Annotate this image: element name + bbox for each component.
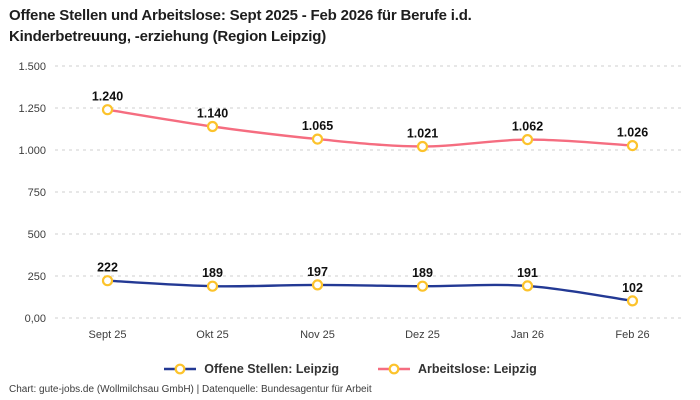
data-point-label: 1.240: [92, 90, 123, 104]
data-point-label: 1.026: [617, 126, 648, 140]
data-point-label: 1.140: [197, 107, 228, 121]
legend-label: Offene Stellen: Leipzig: [204, 362, 339, 376]
y-tick-label: 1.500: [18, 61, 46, 73]
y-tick-label: 1.000: [18, 145, 46, 157]
y-tick-label: 750: [28, 187, 46, 199]
data-point-label: 1.062: [512, 120, 543, 134]
chart-legend: Offene Stellen: Leipzig Arbeitslose: Lei…: [0, 357, 700, 381]
legend-item-arbeitslose[interactable]: Arbeitslose: Leipzig: [377, 362, 537, 376]
line-chart-plot-area: 0,00 250 500 750 1.000 1.250 1.500 Sept 25 Okt 2…: [18, 61, 685, 341]
x-tick-label: Jan 26: [511, 329, 544, 341]
series-line-offene: [106, 279, 634, 303]
legend-item-offene-stellen[interactable]: Offene Stellen: Leipzig: [163, 362, 339, 376]
data-point-marker[interactable]: [101, 275, 114, 287]
x-tick-label: Nov 25: [300, 329, 335, 341]
data-point-marker[interactable]: [626, 139, 639, 152]
attribution-text: Chart: gute-jobs.de (Wollmilchsau GmbH) …: [9, 384, 372, 395]
data-point-label: 1.021: [407, 127, 438, 141]
x-tick-label: Okt 25: [196, 329, 228, 341]
y-tick-label: 1.250: [18, 103, 46, 115]
data-point-marker[interactable]: [521, 133, 534, 146]
data-point-marker[interactable]: [206, 280, 219, 292]
data-point-label: 197: [307, 265, 328, 279]
x-tick-label: Dez 25: [405, 329, 440, 341]
data-point-label: 1.065: [302, 119, 333, 133]
x-tick-label: Sept 25: [89, 329, 127, 341]
legend-label: Arbeitslose: Leipzig: [417, 362, 537, 376]
data-point-marker[interactable]: [521, 280, 534, 292]
data-point-marker[interactable]: [416, 140, 429, 153]
data-point-marker[interactable]: [626, 295, 639, 307]
data-point-marker[interactable]: [416, 280, 429, 292]
y-tick-label: 0,00: [25, 313, 46, 325]
data-point-label: 191: [517, 266, 538, 280]
data-point-marker[interactable]: [206, 120, 219, 133]
legend-swatch-line-marker-icon: [164, 363, 197, 375]
y-tick-label: 250: [28, 271, 46, 283]
data-point-label: 189: [412, 266, 433, 280]
legend-swatch-line-marker-icon: [377, 363, 410, 375]
x-tick-label: Feb 26: [615, 329, 649, 341]
data-point-marker[interactable]: [311, 279, 324, 291]
data-point-label: 222: [97, 261, 118, 275]
data-point-marker[interactable]: [101, 104, 114, 116]
data-point-label: 102: [622, 281, 643, 295]
series-line-arbeitslose: [106, 108, 634, 148]
chart-title: Offene Stellen und Arbeitslose: Sept 202…: [9, 7, 472, 45]
data-point-marker[interactable]: [311, 133, 324, 145]
data-point-label: 189: [202, 266, 223, 280]
y-tick-label: 500: [28, 229, 46, 241]
